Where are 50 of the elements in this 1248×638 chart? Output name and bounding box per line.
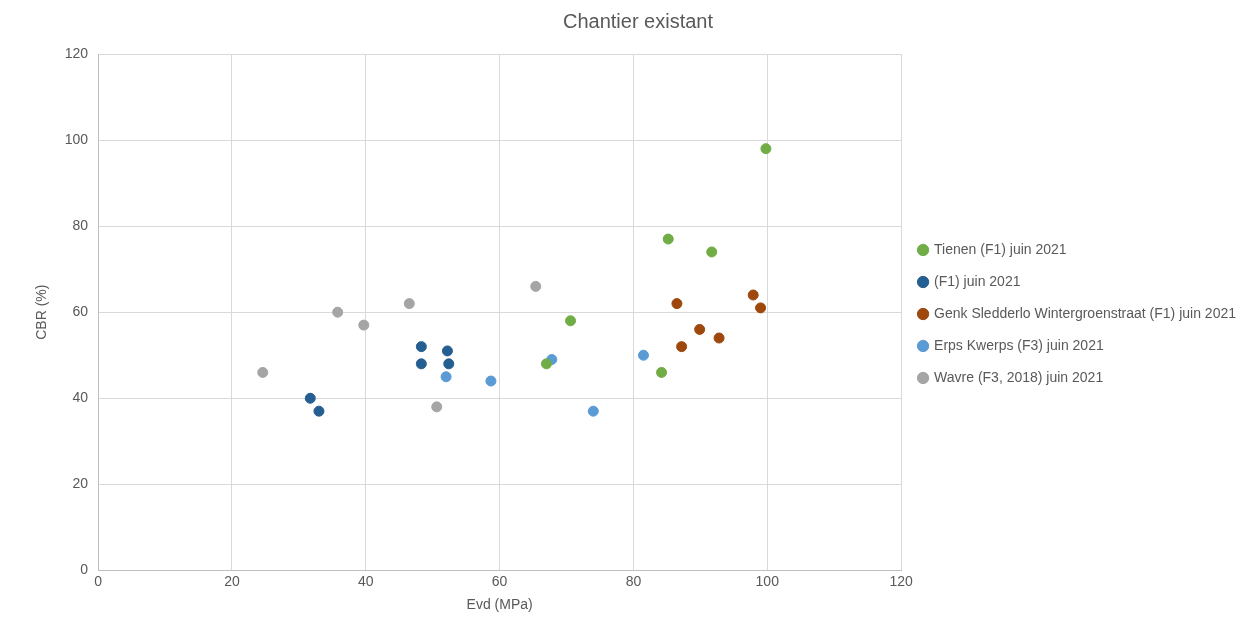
x-tick-label: 60: [491, 572, 508, 589]
point: [431, 401, 443, 413]
point: [656, 366, 668, 378]
x-tick-label: 120: [889, 572, 913, 589]
chart-title: Chantier existant: [562, 9, 714, 32]
y-axis-title: CBR (%): [33, 284, 50, 340]
point: [257, 366, 269, 378]
point: [530, 280, 542, 292]
legend-label: Tienen (F1) juin 2021: [934, 240, 1067, 257]
point: [706, 246, 718, 258]
point: [403, 298, 415, 310]
point: [441, 345, 453, 357]
point: [694, 323, 706, 335]
point: [587, 405, 599, 417]
point: [760, 143, 772, 155]
x-tick-label: 20: [224, 572, 240, 589]
x-tick-label: 0: [94, 572, 103, 589]
point: [415, 358, 427, 370]
point: [485, 375, 497, 387]
point: [637, 349, 649, 361]
point: [662, 233, 674, 245]
point: [540, 358, 552, 370]
legend-label: Wavre (F3, 2018) juin 2021: [934, 368, 1104, 385]
legend-label: Erps Kwerps (F3) juin 2021: [934, 336, 1104, 353]
x-axis-title: Evd (MPa): [466, 596, 533, 613]
point: [676, 341, 688, 353]
point: [440, 371, 452, 383]
x-tick-label: 100: [755, 572, 780, 589]
y-tick-label: 60: [72, 303, 89, 320]
y-tick-label: 120: [64, 44, 89, 61]
legend-label: (F1) juin 2021: [934, 272, 1021, 289]
point: [565, 315, 577, 327]
point: [671, 298, 683, 310]
point: [755, 302, 767, 314]
point: [304, 392, 316, 404]
x-tick-label: 80: [625, 572, 642, 589]
y-tick-label: 80: [72, 216, 89, 233]
y-tick-label: 40: [72, 389, 89, 406]
y-tick-label: 0: [80, 561, 89, 578]
point: [747, 289, 759, 301]
legend-label: Genk Sledderlo Wintergroenstraat (F1) juin 2021: [934, 304, 1237, 321]
point: [358, 319, 370, 331]
point: [415, 341, 427, 353]
point: [443, 358, 455, 370]
point: [713, 332, 725, 344]
point: [313, 405, 325, 417]
point: [332, 306, 344, 318]
y-tick-label: 100: [64, 130, 89, 147]
x-tick-label: 40: [358, 572, 374, 589]
y-tick-label: 20: [72, 475, 89, 492]
